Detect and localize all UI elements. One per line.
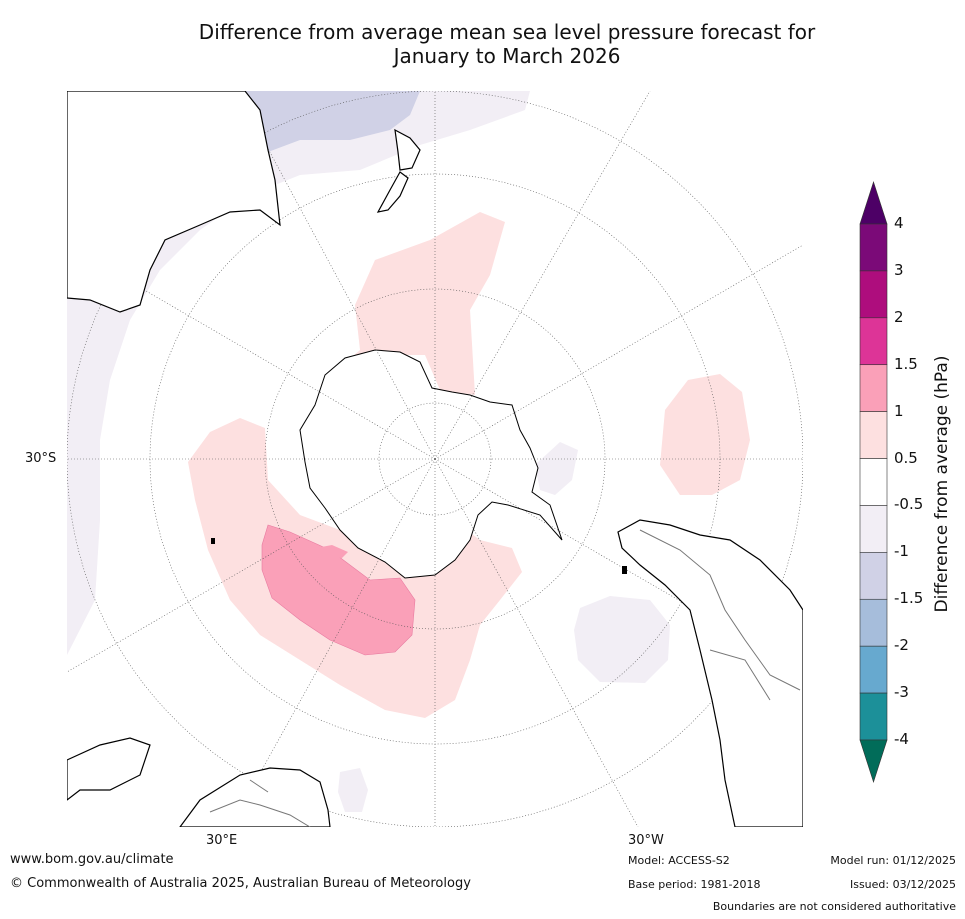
africa-coastline xyxy=(67,737,331,827)
footer-copyright: © Commonwealth of Australia 2025, Austra… xyxy=(10,876,471,891)
colorbar-bin xyxy=(859,645,888,694)
anomaly-region-pos-light-pacific xyxy=(320,212,505,395)
lon-label-30w: 30°W xyxy=(628,833,664,848)
anomaly-region-pos-mid-indian xyxy=(261,524,416,656)
colorbar-bin xyxy=(859,223,888,272)
antarctica-coastline xyxy=(299,349,563,579)
footer-website[interactable]: www.bom.gov.au/climate xyxy=(10,852,174,867)
anomaly-region-pos-mid-small xyxy=(316,545,348,558)
colorbar-bin xyxy=(859,411,888,459)
footer-issued: Issued: 03/12/2025 xyxy=(849,878,956,891)
colorbar-tick-label: 1.5 xyxy=(894,354,918,373)
anomaly-region-neg-light-weddell xyxy=(535,442,578,495)
australia-coastline xyxy=(67,91,281,313)
colorbar-under-arrow xyxy=(859,739,888,783)
colorbar-tick-label: 4 xyxy=(894,214,904,232)
footer-base-period: Base period: 1981-2018 xyxy=(628,878,761,891)
footer-model-run: Model run: 01/12/2025 xyxy=(830,854,956,867)
anomaly-region-neg-light-south-atlantic xyxy=(574,596,670,683)
south-america-coastline xyxy=(617,519,803,827)
lat-label-30s: 30°S xyxy=(25,451,57,466)
anomaly-region-pos-light-atlantic xyxy=(660,374,750,495)
colorbar-tick-label: -3 xyxy=(894,683,909,702)
island-south-georgia xyxy=(622,566,627,574)
footer-disclaimer: Boundaries are not considered authoritat… xyxy=(712,900,956,913)
colorbar-title-text: Difference from average (hPa) xyxy=(932,355,952,613)
colorbar-tick-label: 0.5 xyxy=(894,448,918,467)
map-area xyxy=(67,91,803,827)
colorbar xyxy=(859,181,888,783)
colorbar-over-arrow xyxy=(859,181,888,225)
south-america-border xyxy=(639,529,801,701)
colorbar-bin xyxy=(859,458,888,506)
lon-label-30e: 30°E xyxy=(206,833,238,848)
africa-border xyxy=(209,779,311,827)
colorbar-tick-label: 3 xyxy=(894,260,904,279)
colorbar-tick-label: 2 xyxy=(894,307,904,326)
anomaly-region-pos-light-indian xyxy=(188,418,522,718)
footer-model: Model: ACCESS-S2 xyxy=(628,854,730,867)
colorbar-bin xyxy=(859,552,888,600)
colorbar-bin xyxy=(859,364,888,412)
colorbar-bin xyxy=(859,505,888,553)
colorbar-bin xyxy=(859,317,888,366)
colorbar-tick-label: -1 xyxy=(894,542,909,561)
colorbar-tick-label: -0.5 xyxy=(894,495,924,514)
title-line-1: Difference from average mean sea level p… xyxy=(198,20,816,44)
colorbar-tick-label: 1 xyxy=(894,401,904,420)
colorbar-tick-label: -2 xyxy=(894,636,909,655)
colorbar-tick-label: -4 xyxy=(894,730,909,748)
new-zealand-coastline xyxy=(376,128,421,213)
island-kerguelen xyxy=(211,538,215,544)
colorbar-bin xyxy=(859,270,888,319)
title-line-2: January to March 2026 xyxy=(393,44,621,68)
colorbar-tick-label: -1.5 xyxy=(894,589,924,608)
anomaly-region-neg-light-africa xyxy=(338,768,368,812)
colorbar-bin xyxy=(859,692,888,741)
colorbar-bin xyxy=(859,598,888,647)
chart-title: Difference from average mean sea level p… xyxy=(0,20,965,68)
